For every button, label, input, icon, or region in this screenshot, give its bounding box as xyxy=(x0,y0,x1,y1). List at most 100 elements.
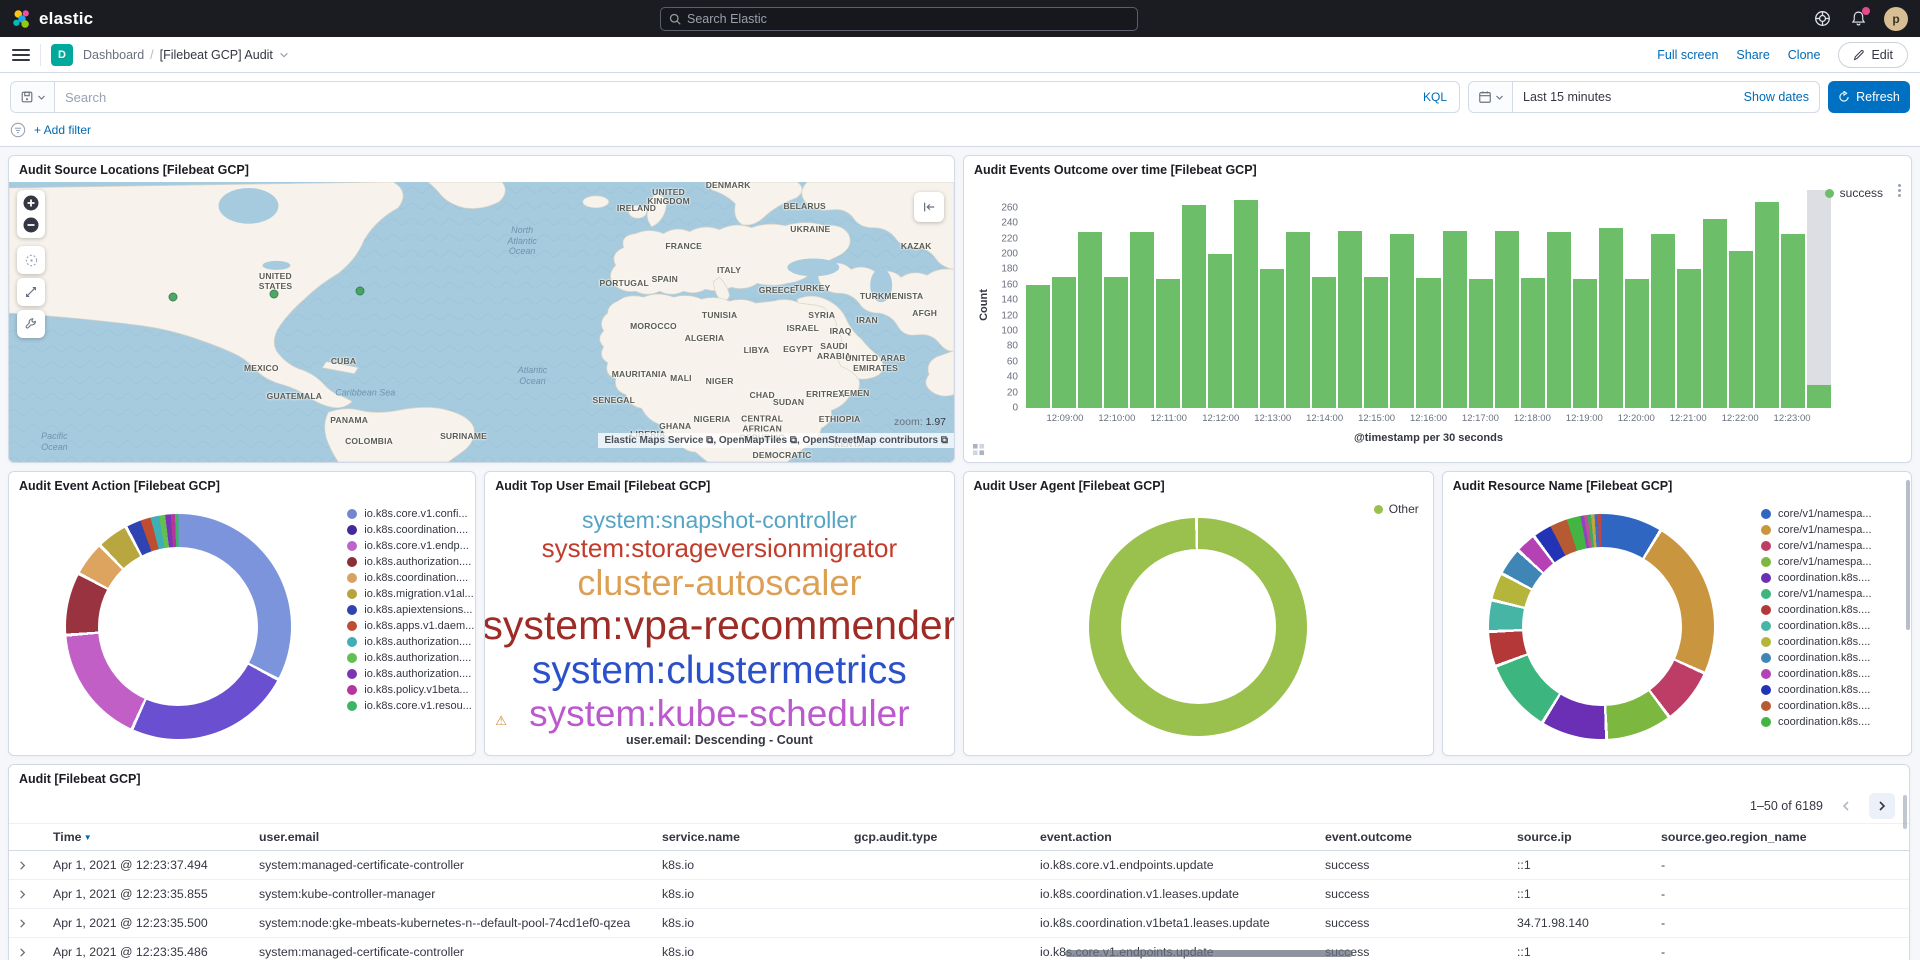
legend-item[interactable]: core/v1/namespa... xyxy=(1761,540,1905,552)
panel-title[interactable]: Audit [Filebeat GCP] xyxy=(19,772,141,786)
legend-item[interactable]: io.k8s.coordination.... xyxy=(347,524,469,536)
legend-item[interactable]: io.k8s.apiextensions... xyxy=(347,604,472,616)
map-data-point[interactable] xyxy=(168,292,178,302)
legend-item-other[interactable]: Other xyxy=(1373,502,1419,516)
tag-cloud-item[interactable]: system:snapshot-controller xyxy=(581,507,857,533)
table-vertical-scrollbar[interactable] xyxy=(1903,795,1907,829)
bar-success[interactable] xyxy=(1182,205,1207,408)
bar-success[interactable] xyxy=(1026,284,1051,408)
bar-success[interactable] xyxy=(1650,233,1675,408)
bar-success[interactable] xyxy=(1234,200,1259,408)
legend-item[interactable]: coordination.k8s.... xyxy=(1761,572,1905,584)
help-icon[interactable] xyxy=(1812,9,1832,29)
map-measure-tool-button[interactable] xyxy=(17,278,45,306)
bar-success[interactable] xyxy=(1520,277,1545,408)
bar-success[interactable] xyxy=(1286,232,1311,408)
world-map[interactable]: UNITED STATES MEXICO CUBA GUATEMALA PANAMA CO… xyxy=(9,181,954,462)
tag-cloud-item[interactable]: system:storageversionmigrator xyxy=(541,532,898,563)
show-dates-button[interactable]: Show dates xyxy=(1743,90,1809,104)
legend-item[interactable]: io.k8s.core.v1.endp... xyxy=(347,540,469,552)
legend-item[interactable]: coordination.k8s.... xyxy=(1761,620,1905,632)
event-action-donut-chart[interactable] xyxy=(65,514,291,739)
legend-toggle-icon[interactable] xyxy=(972,443,985,456)
time-range-value[interactable]: Last 15 minutes xyxy=(1523,90,1612,104)
legend-options-icon[interactable] xyxy=(1898,184,1901,197)
tag-cloud-item[interactable]: system:vpa-recommender xyxy=(484,602,955,649)
bar-success[interactable] xyxy=(1728,250,1753,408)
bar-success[interactable] xyxy=(1130,231,1155,408)
saved-query-menu-button[interactable] xyxy=(11,82,55,112)
bar-success[interactable] xyxy=(1754,201,1779,408)
user-avatar[interactable]: p xyxy=(1884,6,1908,31)
dashboard-app-badge[interactable]: D xyxy=(51,43,73,66)
bar-success[interactable] xyxy=(1364,277,1389,408)
legend-item[interactable]: coordination.k8s.... xyxy=(1761,716,1905,728)
bar-success[interactable] xyxy=(1598,227,1623,408)
map-legend-collapse-button[interactable] xyxy=(914,192,944,222)
legend-item[interactable]: io.k8s.core.v1.confi... xyxy=(347,508,469,520)
full-screen-button[interactable]: Full screen xyxy=(1657,47,1719,62)
refresh-button[interactable]: Refresh xyxy=(1828,81,1910,113)
alerts-bell-icon[interactable] xyxy=(1848,6,1870,29)
legend-item[interactable]: io.k8s.coordination.... xyxy=(347,572,469,584)
bar-success[interactable] xyxy=(1208,253,1233,408)
chevron-down-icon[interactable] xyxy=(279,50,289,60)
legend-item-success[interactable]: success xyxy=(1824,186,1883,200)
legend-item[interactable]: io.k8s.authorization.... xyxy=(347,556,471,568)
legend-item[interactable]: core/v1/namespa... xyxy=(1761,524,1905,536)
legend-item[interactable]: io.k8s.authorization.... xyxy=(347,636,471,648)
filter-menu-icon[interactable] xyxy=(10,122,26,138)
horizontal-scrollbar[interactable] xyxy=(1065,950,1353,957)
bar-success[interactable] xyxy=(1624,279,1649,408)
legend-item[interactable]: coordination.k8s.... xyxy=(1761,636,1905,648)
bar-success[interactable] xyxy=(1416,277,1441,408)
legend-item[interactable]: io.k8s.core.v1.resou... xyxy=(347,700,472,712)
bar-success[interactable] xyxy=(1546,232,1571,408)
breadcrumb-dashboard[interactable]: Dashboard xyxy=(83,47,145,62)
user-agent-donut-chart[interactable] xyxy=(1089,517,1308,736)
column-header-event-action[interactable]: event.action xyxy=(1032,823,1317,851)
bar-success[interactable] xyxy=(1780,233,1805,408)
resource-name-donut-chart[interactable] xyxy=(1489,514,1715,739)
map-attribution[interactable]: Elastic Maps Service ⧉, OpenMapTiles ⧉, … xyxy=(598,433,954,448)
panel-title[interactable]: Audit Source Locations [Filebeat GCP] xyxy=(19,163,249,177)
panel-title[interactable]: Audit User Agent [Filebeat GCP] xyxy=(973,479,1165,493)
legend-item[interactable]: core/v1/namespa... xyxy=(1761,588,1905,600)
pagination-prev-button[interactable] xyxy=(1833,793,1859,819)
global-search-input[interactable]: Search Elastic xyxy=(660,6,1138,31)
bar-success[interactable] xyxy=(1468,278,1493,408)
kql-search-input[interactable]: Search xyxy=(55,90,1411,105)
legend-item[interactable]: io.k8s.policy.v1beta... xyxy=(347,684,469,696)
bar-success[interactable] xyxy=(1494,230,1519,408)
map-zoom-in-button[interactable] xyxy=(23,195,39,211)
legend-item[interactable]: io.k8s.authorization.... xyxy=(347,652,471,664)
bar-success[interactable] xyxy=(1390,233,1415,408)
tag-cloud-item[interactable]: system:kube-scheduler xyxy=(529,692,910,734)
map-tools-button[interactable] xyxy=(17,310,45,338)
bar-success[interactable] xyxy=(1104,277,1129,408)
menu-hamburger-icon[interactable] xyxy=(12,48,30,61)
bar-success[interactable] xyxy=(1052,277,1077,408)
tag-cloud-item[interactable]: cluster-autoscaler xyxy=(577,561,862,603)
panel-title[interactable]: Audit Resource Name [Filebeat GCP] xyxy=(1452,479,1673,493)
legend-item[interactable]: coordination.k8s.... xyxy=(1761,604,1905,616)
share-button[interactable]: Share xyxy=(1736,47,1770,62)
map-data-point[interactable] xyxy=(269,289,279,299)
column-header-source-geo-region-name[interactable]: source.geo.region_name xyxy=(1653,823,1807,851)
edit-button[interactable]: Edit xyxy=(1838,41,1908,68)
panel-title[interactable]: Audit Events Outcome over time [Filebeat… xyxy=(974,163,1257,177)
bar-success[interactable] xyxy=(1676,268,1701,408)
row-expand-button[interactable] xyxy=(9,937,45,960)
legend-scrollbar[interactable] xyxy=(1906,480,1910,630)
column-header-user-email[interactable]: user.email xyxy=(251,823,654,851)
legend-item[interactable]: io.k8s.apps.v1.daem... xyxy=(347,620,474,632)
map-data-point[interactable] xyxy=(355,286,365,296)
panel-title[interactable]: Audit Event Action [Filebeat GCP] xyxy=(19,479,220,493)
bar-success[interactable] xyxy=(1078,232,1103,408)
row-expand-button[interactable] xyxy=(9,908,45,938)
query-language-button[interactable]: KQL xyxy=(1422,90,1447,104)
legend-item[interactable]: core/v1/namespa... xyxy=(1761,556,1905,568)
bar-success[interactable] xyxy=(1338,230,1363,408)
clone-button[interactable]: Clone xyxy=(1787,47,1821,62)
bar-success[interactable] xyxy=(1312,277,1337,408)
